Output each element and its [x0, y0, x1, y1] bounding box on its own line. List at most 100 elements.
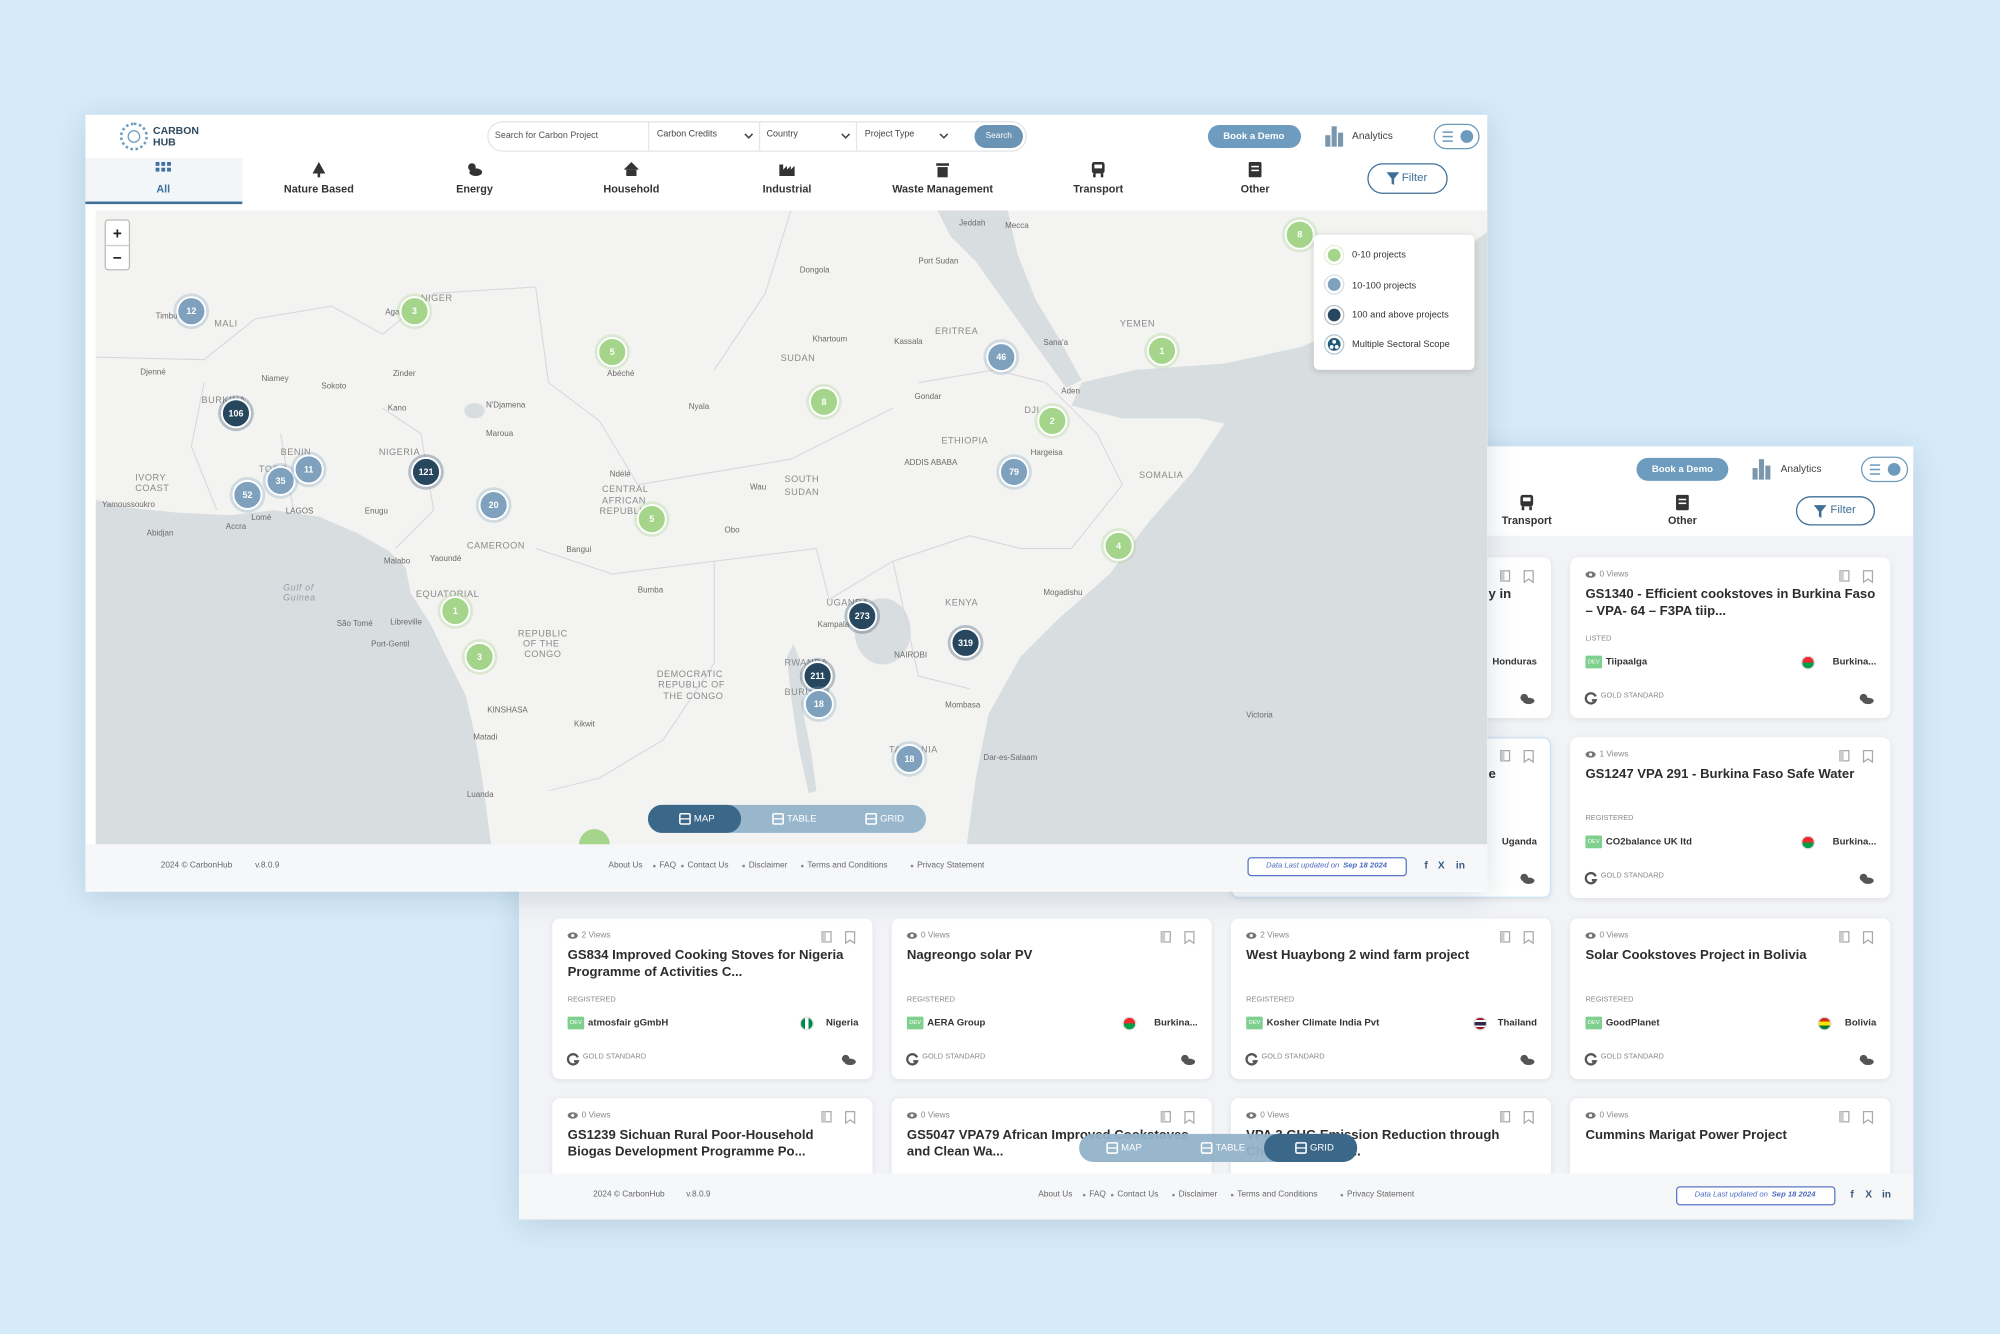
water	[95, 499, 492, 845]
footer-link[interactable]: FAQ	[659, 860, 677, 870]
search-filter[interactable]: Country	[766, 129, 798, 139]
footer-link[interactable]: Privacy Statement	[1346, 1189, 1415, 1199]
standard-name: GOLD STANDARD	[1261, 1054, 1325, 1062]
dev-badge	[1585, 835, 1603, 849]
developer-name: CO2balance UK ltd	[1605, 835, 1692, 848]
city-label: Luanda	[467, 790, 494, 799]
view-option[interactable]: MAP	[693, 812, 715, 825]
card-title[interactable]: Solar Cookstoves Project in Bolivia	[1585, 948, 1807, 964]
project-card[interactable]	[552, 1098, 873, 1174]
footer-link[interactable]: FAQ	[1089, 1189, 1106, 1199]
analytics-link[interactable]: Analytics	[1780, 463, 1822, 475]
demo-button[interactable]	[1636, 457, 1729, 481]
tab-label[interactable]: Nature Based	[283, 181, 354, 195]
cluster	[950, 627, 981, 658]
filter-label[interactable]: Filter	[1401, 171, 1428, 185]
profile-toggle[interactable]	[1433, 123, 1480, 150]
card-actions	[1160, 1110, 1195, 1125]
country-label: NIGERIA	[379, 447, 421, 457]
view-option[interactable]: TABLE	[786, 812, 817, 825]
city-label: São Tomé	[337, 619, 373, 628]
search-button[interactable]	[974, 124, 1023, 148]
eye-icon	[906, 1112, 918, 1119]
project-card[interactable]	[1570, 737, 1891, 898]
card-title[interactable]: GS1239 Sichuan Rural Poor-Household Biog…	[567, 1128, 814, 1159]
tab-label[interactable]: Industrial	[762, 181, 812, 195]
tab-label[interactable]: Other	[1667, 513, 1697, 527]
scope-icon	[841, 1054, 856, 1066]
analytics-link[interactable]: Analytics	[1352, 130, 1393, 142]
project-card[interactable]	[1570, 557, 1891, 719]
tab-icon	[779, 164, 795, 177]
view-option[interactable]: MAP	[1121, 1141, 1142, 1154]
view-option[interactable]: GRID	[1309, 1141, 1334, 1154]
footer-link[interactable]: Disclaimer	[1178, 1189, 1218, 1199]
search-input[interactable]: Search for Carbon Project	[494, 130, 599, 140]
footer-link[interactable]: Terms and Conditions	[1237, 1189, 1318, 1199]
demo-button-label[interactable]: Book a Demo	[1651, 463, 1713, 475]
card-title[interactable]: Cummins Marigat Power Project	[1585, 1128, 1787, 1143]
profile-toggle[interactable]	[1860, 456, 1909, 483]
card-status: REGISTERED	[567, 996, 616, 1005]
legend-label: 100 and above projects	[1352, 308, 1449, 321]
tab-label[interactable]: Other	[1240, 181, 1270, 195]
cluster	[1103, 530, 1134, 561]
city-label: Mogadishu	[1043, 588, 1082, 597]
tab-label[interactable]: Transport	[1073, 181, 1124, 195]
footer-separator	[1340, 1194, 1343, 1197]
search-filter[interactable]: Project Type	[864, 129, 915, 139]
country-name: Uganda	[1501, 835, 1537, 848]
footer-link[interactable]: About Us	[1038, 1189, 1073, 1199]
tab-label[interactable]: Transport	[1501, 513, 1552, 527]
card-title[interactable]: GS834 Improved Cooking Stoves for Nigeri…	[567, 948, 844, 979]
city-label: Enugu	[365, 507, 388, 516]
dev-badge-label: DEV	[1587, 658, 1600, 665]
footer-link[interactable]: Privacy Statement	[917, 860, 985, 870]
filter-button[interactable]	[1795, 496, 1875, 526]
card-title[interactable]: Nagreongo solar PV	[906, 948, 1033, 964]
social-link[interactable]: X	[1437, 859, 1445, 872]
demo-button-label[interactable]: Book a Demo	[1223, 130, 1285, 142]
filter-button[interactable]	[1367, 163, 1448, 194]
cluster	[1284, 219, 1315, 250]
social-link[interactable]: f	[1850, 1188, 1854, 1201]
filter-label[interactable]: Filter	[1830, 503, 1856, 516]
cluster	[265, 465, 296, 496]
footer-link[interactable]: Contact Us	[1117, 1189, 1159, 1199]
border-line	[535, 286, 639, 485]
tab-label[interactable]: Energy	[456, 181, 493, 195]
project-card[interactable]	[1570, 1098, 1891, 1174]
social-link[interactable]: f	[1424, 859, 1428, 872]
footer-link[interactable]: About Us	[608, 860, 643, 870]
city-label: Dongola	[800, 266, 830, 275]
card-title[interactable]: GS1340 - Efficient cookstoves in Burkina…	[1585, 588, 1876, 618]
tab-label[interactable]: All	[156, 181, 171, 195]
view-option[interactable]: TABLE	[1215, 1141, 1246, 1154]
social-link[interactable]: in	[1881, 1188, 1892, 1201]
search-button-label[interactable]: Search	[985, 131, 1012, 141]
footer-link[interactable]: Terms and Conditions	[807, 860, 888, 870]
view-icon	[1200, 1142, 1213, 1154]
city-label: Accra	[226, 522, 247, 531]
demo-button[interactable]	[1207, 124, 1302, 148]
city-label: ADDIS ABABA	[904, 458, 958, 467]
tab-label[interactable]: Waste Management	[892, 181, 994, 195]
project-card[interactable]	[552, 918, 873, 1080]
tab-label[interactable]: Household	[603, 181, 660, 195]
project-card[interactable]	[1230, 918, 1552, 1080]
card-title[interactable]: GS1247 VPA 291 - Burkina Faso Safe Water	[1585, 767, 1855, 782]
zoom-in[interactable]: +	[112, 223, 122, 242]
view-option[interactable]: GRID	[880, 812, 905, 825]
footer-link[interactable]: Contact Us	[687, 860, 729, 870]
footer-link[interactable]: Disclaimer	[748, 860, 788, 870]
scope-icon	[1520, 693, 1535, 705]
search-filter[interactable]: Carbon Credits	[656, 129, 717, 139]
zoom-out[interactable]: −	[112, 248, 122, 266]
card-actions	[821, 931, 856, 945]
social-link[interactable]: X	[1865, 1188, 1873, 1201]
card-title[interactable]: West Huaybong 2 wind farm project	[1246, 948, 1470, 964]
cluster	[478, 490, 509, 521]
project-card[interactable]	[891, 918, 1212, 1080]
social-link[interactable]: in	[1455, 859, 1465, 872]
project-card[interactable]	[1570, 918, 1891, 1080]
